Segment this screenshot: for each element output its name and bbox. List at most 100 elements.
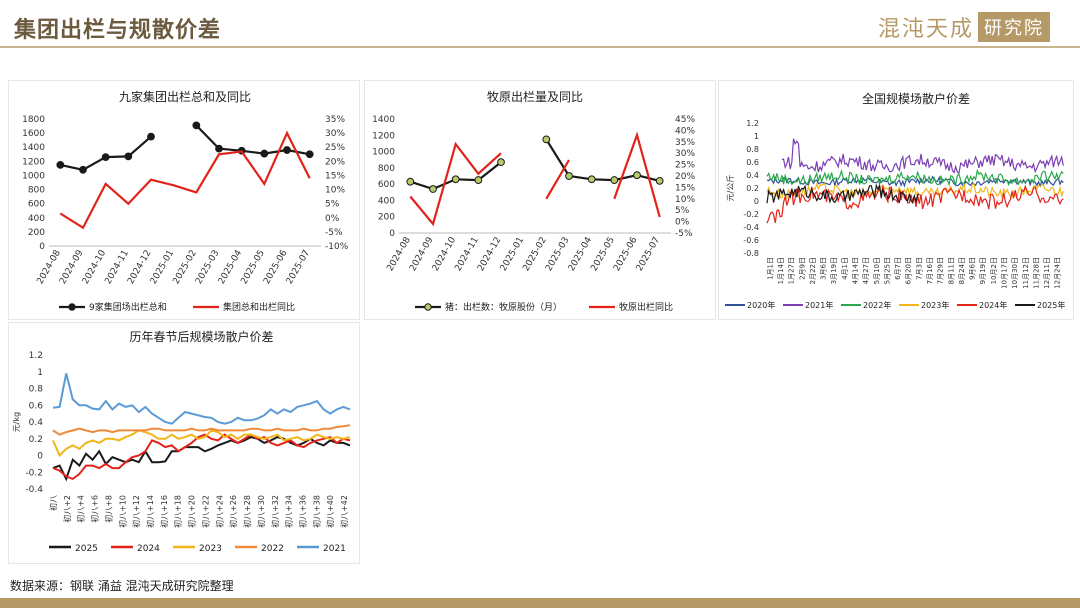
data-point	[656, 177, 663, 184]
series-line-1	[410, 139, 659, 189]
legend-label: 猪：出栏数：牧原股份（月）	[445, 301, 562, 313]
x-tick-label: 8月11日	[947, 257, 955, 284]
y-tick-label: -0.2	[25, 468, 43, 478]
x-tick-label: 初八+32	[270, 495, 280, 528]
y-left-tick-label: 200	[378, 213, 395, 223]
x-tick-label: 10月2日	[990, 257, 998, 284]
brand-logo: 混沌天成 研究院	[878, 10, 1050, 44]
data-point	[634, 172, 641, 179]
x-tick-label: 初八+36	[297, 495, 307, 528]
y-right-tick-label: 25%	[675, 161, 695, 171]
x-tick-label: 初八+12	[131, 495, 141, 528]
y-left-tick-label: 1000	[22, 171, 45, 181]
data-point	[216, 145, 223, 152]
chart-panel-4: 历年春节后规模场散户价差 -0.4 -0.2 0 0.2 0.4 0.6 0.8 1 1.2 元/k…	[8, 322, 360, 564]
data-point	[543, 136, 550, 143]
y-left-tick-label: 1600	[22, 129, 45, 139]
legend-label: 2022年	[863, 300, 891, 310]
y-right-tick-label: 0%	[325, 214, 340, 224]
y-left-tick-label: 400	[378, 196, 395, 206]
x-tick-label: 初八+26	[228, 495, 238, 528]
series-line-2	[60, 133, 309, 228]
y-tick-label: 0.6	[746, 158, 759, 167]
x-tick-label: 初八+34	[284, 495, 294, 528]
x-tick-label: 6月7日	[894, 257, 902, 280]
legend-label: 2020年	[747, 300, 775, 310]
y-left-tick-label: 200	[28, 228, 45, 238]
y-left-tick-label: 1800	[22, 115, 45, 125]
series-line-2	[410, 135, 659, 224]
y-tick-label: 0	[37, 452, 43, 462]
y-tick-label: 1.2	[29, 351, 43, 361]
y-left-tick-label: 0	[389, 229, 395, 239]
x-tick-label: 1月27日	[788, 257, 796, 284]
y-right-tick-label: 10%	[675, 195, 695, 205]
data-point	[193, 122, 200, 129]
x-tick-label: 初八+40	[325, 495, 335, 528]
x-tick-label: 9月19日	[979, 257, 987, 284]
x-tick-label: 4月14日	[851, 257, 859, 284]
x-tick-label: 4月27日	[862, 257, 870, 284]
data-point	[498, 159, 505, 166]
x-tick-label: 初八+6	[90, 495, 100, 523]
x-tick-label: 初八+4	[76, 495, 86, 523]
y-left-tick-label: 600	[28, 200, 45, 210]
data-point	[102, 154, 109, 161]
data-point	[407, 178, 414, 185]
x-tick-label: 初八+24	[214, 495, 224, 528]
x-tick-label: 3月19日	[830, 257, 838, 284]
source-note: 数据来源：钢联 涌益 混沌天成研究院整理	[10, 577, 234, 594]
series-line-2022年	[767, 171, 1063, 185]
legend-label: 牧原出栏同比	[619, 301, 673, 313]
y-tick-label: 1	[37, 368, 43, 378]
x-tick-label: 初八+38	[311, 495, 321, 528]
data-point	[452, 176, 459, 183]
y-tick-label: 1	[754, 132, 759, 141]
chart-title: 全国规模场散户价差	[862, 91, 970, 106]
x-tick-label: 初八+20	[187, 495, 197, 528]
series-line-2021年	[782, 139, 1063, 173]
x-tick-label: 6月20日	[905, 257, 913, 284]
x-tick-label: 初八+2	[62, 495, 72, 523]
y-tick-label: 0.8	[29, 385, 44, 395]
legend-marker	[425, 304, 431, 310]
x-tick-label: 11月12日	[1022, 257, 1030, 289]
x-tick-label: 2月22日	[809, 257, 817, 284]
x-tick-label: 8月24日	[958, 257, 966, 284]
y-right-tick-label: 0%	[675, 218, 690, 228]
y-right-tick-label: 30%	[675, 149, 695, 159]
y-tick-label: -0.6	[743, 236, 759, 245]
y-right-tick-label: -5%	[325, 228, 343, 238]
data-point	[148, 133, 155, 140]
x-tick-label: 9月6日	[969, 257, 977, 280]
legend-label: 2025	[75, 544, 98, 554]
data-point	[80, 166, 87, 173]
y-tick-label: 0.2	[29, 435, 43, 445]
y-tick-label: -0.2	[743, 210, 759, 219]
data-point	[611, 177, 618, 184]
y-axis-label: 元/kg	[12, 412, 21, 432]
x-tick-label: 12月11日	[1043, 257, 1051, 289]
chart-panel-1: 九家集团出栏总和及同比 0 200 400 600 800 1000 1200 1400 1600…	[8, 80, 360, 320]
y-tick-label: 0.8	[746, 145, 759, 154]
page-title: 集团出栏与规散价差	[14, 12, 221, 44]
y-tick-label: 0.4	[29, 418, 44, 428]
x-tick-label: 初八+10	[117, 495, 127, 528]
legend-label: 2022	[261, 544, 284, 554]
x-tick-label: 初八+8	[103, 495, 113, 523]
series-line-2021	[53, 373, 350, 423]
y-left-tick-label: 400	[28, 214, 45, 224]
y-right-tick-label: 45%	[675, 115, 695, 125]
legend-label: 2024	[137, 544, 160, 554]
y-right-tick-label: 15%	[675, 183, 695, 193]
x-tick-label: 12月24日	[1054, 257, 1062, 289]
x-tick-label: 3月6日	[820, 257, 828, 280]
y-left-tick-label: 1400	[22, 143, 45, 153]
y-right-tick-label: 25%	[325, 143, 345, 153]
x-tick-label: 初八	[48, 495, 58, 511]
x-tick-label: 初八+16	[159, 495, 169, 528]
y-right-tick-label: 5%	[325, 200, 340, 210]
legend-label: 集团总和出栏同比	[223, 301, 295, 313]
x-tick-label: 初八+18	[173, 495, 183, 528]
x-tick-label: 5月25日	[883, 257, 891, 284]
